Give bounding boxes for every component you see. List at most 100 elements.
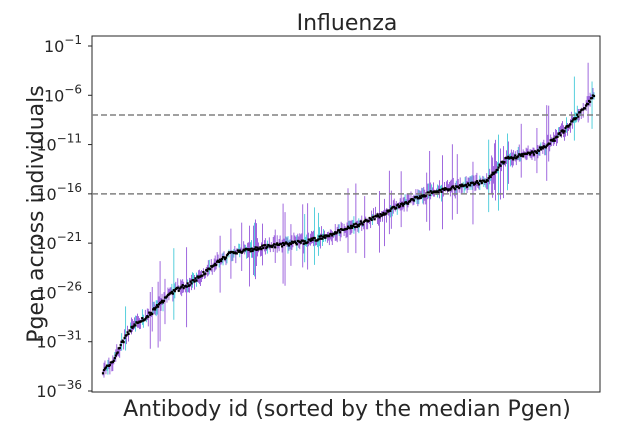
median-point (375, 215, 378, 218)
median-point (181, 284, 184, 287)
median-point (165, 295, 169, 298)
median-point (468, 184, 472, 187)
median-point (171, 292, 174, 295)
x-axis-label: Antibody id (sorted by the median Pgen) (123, 397, 571, 422)
median-point (439, 189, 442, 192)
median-point (442, 187, 445, 190)
median-point (255, 248, 258, 251)
median-point (492, 172, 495, 176)
median-point (418, 195, 421, 198)
median-point (192, 279, 195, 282)
median-point (590, 97, 594, 100)
median-point (424, 194, 427, 197)
median-point (225, 254, 229, 257)
median-point (150, 311, 153, 314)
median-point (287, 244, 291, 247)
median-point (104, 366, 108, 369)
y-tick-label: 10−36 (36, 378, 82, 401)
median-point (345, 227, 349, 230)
median-point (402, 204, 405, 207)
median-point (309, 239, 312, 242)
plot-frame (91, 35, 601, 393)
median-point (569, 123, 572, 126)
median-point (162, 299, 166, 302)
median-point (218, 260, 221, 264)
median-point (541, 147, 544, 150)
median-point (256, 246, 259, 249)
median-point (513, 156, 516, 159)
median-point (412, 199, 416, 202)
median-point (370, 218, 373, 222)
median-point (351, 224, 355, 228)
median-point (249, 250, 252, 253)
median-point (119, 343, 122, 347)
median-point (148, 311, 151, 314)
median-point (474, 181, 478, 184)
median-point (157, 303, 161, 306)
median-point (253, 248, 256, 251)
median-point (151, 312, 154, 316)
median-point (415, 195, 418, 199)
median-point (535, 151, 539, 154)
median-point (502, 162, 505, 165)
median-point (395, 207, 398, 210)
median-point (359, 220, 362, 223)
median-point (381, 213, 384, 217)
median-point (122, 341, 125, 344)
median-point (302, 242, 305, 245)
median-point (385, 212, 388, 215)
median-point (338, 229, 341, 232)
median-point (406, 202, 410, 205)
median-point (484, 180, 487, 184)
median-point (496, 168, 499, 171)
plot-area (91, 35, 601, 393)
median-point (437, 191, 440, 194)
median-point (486, 179, 489, 182)
median-point (349, 224, 353, 227)
median-point (134, 324, 137, 327)
median-point (582, 108, 585, 111)
median-point (352, 223, 356, 226)
median-point (182, 287, 185, 290)
median-point (131, 326, 134, 329)
median-point (501, 160, 504, 163)
median-point (477, 183, 480, 186)
median-point (223, 258, 227, 261)
median-point (537, 149, 540, 152)
median-point (358, 223, 361, 226)
median-point (434, 190, 437, 193)
median-point (120, 340, 123, 344)
median-point (310, 237, 313, 240)
median-point (243, 249, 246, 252)
median-point (525, 152, 529, 155)
median-point (186, 282, 189, 285)
median-point (188, 284, 191, 287)
median-point (521, 153, 524, 156)
median-point (161, 301, 165, 304)
median-point (116, 351, 119, 354)
median-point (159, 301, 163, 304)
median-point (265, 247, 268, 250)
median-point (129, 330, 132, 333)
median-point (250, 247, 253, 250)
median-point (452, 185, 455, 188)
median-point (515, 157, 518, 160)
median-point (220, 257, 224, 261)
median-point (475, 180, 479, 183)
median-point (497, 166, 500, 169)
median-point (144, 318, 147, 321)
median-point (584, 107, 587, 110)
median-point (457, 185, 460, 188)
median-point (460, 185, 463, 188)
median-point (551, 139, 554, 142)
median-point (575, 117, 578, 120)
median-point (579, 111, 582, 114)
median-point (306, 241, 309, 244)
median-point (180, 285, 183, 288)
median-point (387, 210, 390, 213)
median-point (449, 188, 452, 191)
median-point (317, 238, 320, 241)
median-point (520, 154, 523, 157)
median-point (339, 231, 342, 234)
median-point (153, 307, 156, 310)
